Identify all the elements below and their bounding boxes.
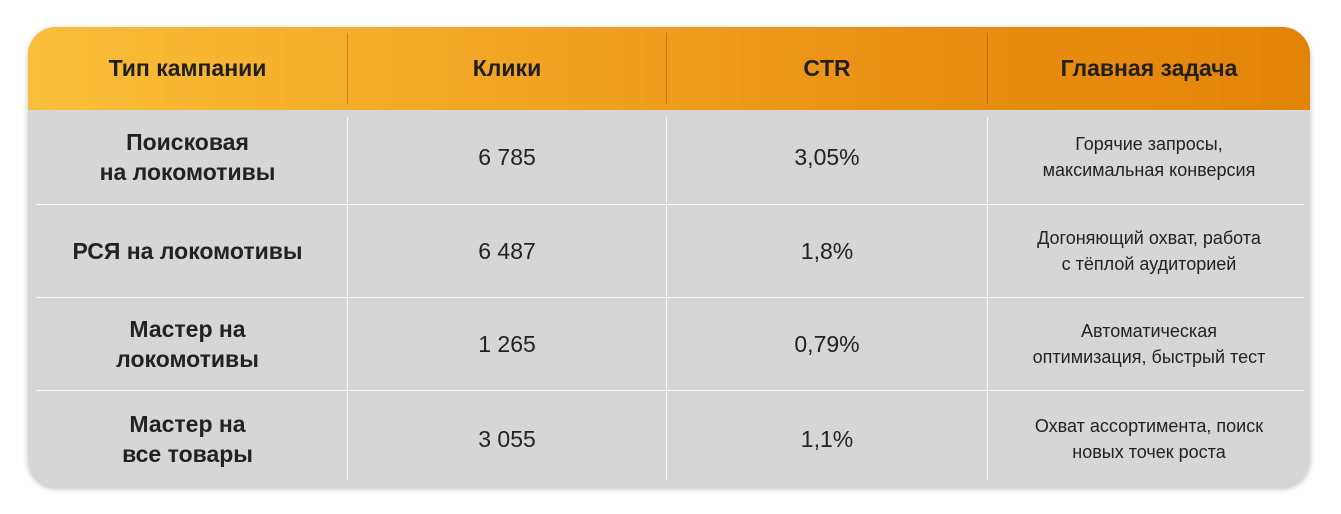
main-task-cell: Горячие запросы, максимальная конверсия [988,110,1310,204]
row-divider [36,390,1304,391]
campaign-type-line: локомотивы [116,346,259,372]
campaign-type-line: Поисковая [126,129,249,155]
main-task-line: с тёплой аудиторией [1061,254,1237,274]
header-ctr: CTR [803,55,851,81]
main-task-line: новых точек роста [1072,442,1226,462]
header-campaign-type: Тип кампании [108,55,267,81]
table-row: Мастер на все товары 3 055 1,1% Охват ас… [28,391,1310,487]
main-task-line: максимальная конверсия [1042,160,1256,180]
header-divider [666,33,667,104]
table-row: Поисковая на локомотивы 6 785 3,05% Горя… [28,110,1310,204]
table-row: РСЯ на локомотивы 6 487 1,8% Догоняющий … [28,205,1310,297]
ctr-cell: 1,1% [800,425,854,452]
campaign-type-cell: Мастер на локомотивы [28,298,347,390]
row-divider [36,297,1304,298]
main-task-cell: Охват ассортимента, поиск новых точек ро… [988,391,1310,487]
clicks-cell: 6 785 [478,143,536,170]
header-divider [987,33,988,104]
column-divider [666,117,667,480]
campaign-type-line: на локомотивы [99,159,276,185]
main-task-cell: Догоняющий охват, работа с тёплой аудито… [988,205,1310,297]
main-task-line: Горячие запросы, [1075,134,1223,154]
main-task-line: Охват ассортимента, поиск [1034,416,1264,436]
table-header: Тип кампании Клики CTR Главная задача [28,27,1310,110]
ctr-cell: 0,79% [794,330,860,357]
row-divider [36,204,1304,205]
table-row: Мастер на локомотивы 1 265 0,79% Автомат… [28,298,1310,390]
campaign-type-cell: Мастер на все товары [28,391,347,487]
column-divider [347,117,348,480]
main-task-line: Автоматическая [1081,321,1217,341]
main-task-cell: Автоматическая оптимизация, быстрый тест [988,298,1310,390]
campaign-table: Тип кампании Клики CTR Главная задача По… [28,27,1310,487]
ctr-cell: 1,8% [800,237,854,264]
column-divider [987,117,988,480]
campaign-type-cell: РСЯ на локомотивы [28,205,347,297]
clicks-cell: 3 055 [478,425,536,452]
header-main-task: Главная задача [1060,55,1238,81]
main-task-line: оптимизация, быстрый тест [1032,347,1266,367]
clicks-cell: 1 265 [478,330,536,357]
campaign-type-line: Мастер на [129,316,246,342]
campaign-type-cell: Поисковая на локомотивы [28,110,347,204]
campaign-type-line: все товары [122,441,253,467]
ctr-cell: 3,05% [794,143,860,170]
header-clicks: Клики [472,55,542,81]
clicks-cell: 6 487 [478,237,536,264]
header-divider [347,33,348,104]
main-task-line: Догоняющий охват, работа [1037,228,1261,248]
campaign-type-line: РСЯ на локомотивы [72,238,303,264]
campaign-type-line: Мастер на [129,411,246,437]
